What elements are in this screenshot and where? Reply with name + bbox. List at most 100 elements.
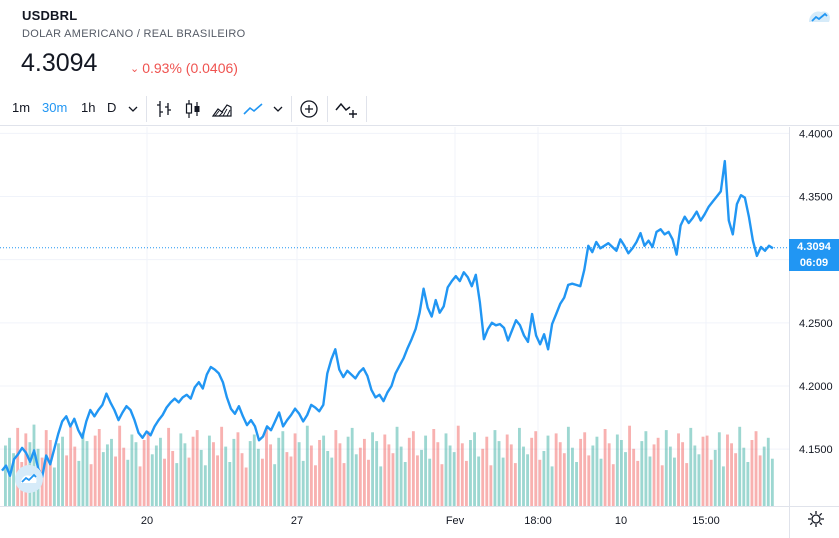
volume-bar (636, 460, 640, 506)
symbol-header: USDBRL DOLAR AMERICANO / REAL BRASILEIRO… (0, 0, 839, 92)
price-line (1, 159, 774, 479)
price-chart[interactable]: 4.40004.35004.30004.25004.20004.15002027… (0, 127, 839, 538)
volume-bar (619, 440, 623, 506)
volume-bar (758, 455, 762, 506)
volume-bar (448, 445, 452, 506)
tradingview-watermark-icon[interactable] (14, 464, 44, 494)
interval-d[interactable]: D (107, 100, 117, 115)
x-tick-label: 10 (615, 515, 627, 527)
volume-bar (277, 437, 281, 506)
volume-bar (721, 466, 725, 506)
volume-bar (248, 441, 252, 506)
volume-bar (236, 432, 240, 506)
volume-bar (485, 436, 489, 506)
volume-bar (709, 459, 713, 506)
volume-bar (595, 436, 599, 506)
volume-bar (358, 447, 362, 506)
volume-bar (207, 435, 211, 506)
volume-bar (526, 454, 530, 506)
settings-gear-icon[interactable] (806, 509, 826, 529)
interval-1h[interactable]: 1h (81, 100, 96, 115)
volume-bar (444, 433, 448, 506)
volume-bar (770, 458, 774, 506)
volume-bar (685, 463, 689, 506)
x-tick-label: 20 (141, 515, 153, 527)
symbol-name[interactable]: USDBRL (22, 8, 78, 23)
volume-bar (717, 432, 721, 506)
volume-bar (420, 449, 423, 506)
volume-bar (583, 432, 587, 506)
x-tick-label: 15:00 (692, 515, 720, 527)
volume-bar (599, 458, 603, 506)
volume-bar (81, 432, 85, 506)
toolbar-divider (146, 96, 147, 122)
volume-bar (179, 433, 183, 506)
volume-bar (97, 429, 101, 506)
volume-bar (530, 437, 534, 506)
volume-bar (65, 455, 69, 506)
volume-bar (122, 447, 126, 506)
volume-bar (114, 456, 117, 506)
x-tick-label: 27 (291, 515, 303, 527)
volume-bar (338, 443, 342, 506)
volume-bar (305, 425, 309, 506)
symbol-description: DOLAR AMERICANO / REAL BRASILEIRO (22, 28, 246, 40)
volume-bar (513, 463, 517, 506)
volume-bar (726, 434, 729, 506)
volume-bar (750, 440, 754, 506)
volume-bar (32, 424, 36, 506)
crosshair-icon[interactable] (298, 98, 320, 120)
volume-bar (673, 457, 676, 506)
y-tick-label: 4.2000 (799, 381, 833, 393)
volume-bar (497, 441, 501, 506)
volume-bar (134, 442, 138, 506)
volume-bar (562, 453, 566, 506)
volume-bar (57, 443, 60, 506)
volume-bar (632, 448, 636, 506)
line-icon[interactable] (242, 98, 264, 120)
volume-bar (591, 445, 595, 506)
chart-area[interactable]: 4.40004.35004.30004.25004.20004.15002027… (0, 127, 839, 538)
volume-bar (522, 446, 525, 506)
volume-bar (460, 443, 464, 506)
volume-bar (371, 432, 374, 506)
interval-30m[interactable]: 30m (42, 100, 68, 115)
tradingview-logo-icon[interactable] (805, 6, 833, 30)
interval-1m[interactable]: 1m (12, 100, 31, 115)
volume-bar (697, 454, 701, 506)
volume-bar (469, 440, 472, 506)
volume-bar (436, 442, 440, 506)
volume-bar (285, 452, 289, 506)
volume-bar (16, 427, 20, 506)
volume-bar (432, 429, 436, 506)
volume-bar (293, 433, 297, 506)
volume-bar (571, 447, 574, 506)
compare-icon[interactable] (334, 98, 360, 120)
toolbar-divider (291, 96, 292, 122)
volume-bar (85, 441, 89, 506)
area-icon[interactable] (211, 98, 233, 120)
volume-bar (705, 435, 709, 506)
volume-bar (44, 430, 48, 506)
volume-bar (130, 434, 134, 506)
chevron-down-icon[interactable] (125, 98, 141, 120)
chevron-down-icon[interactable] (270, 98, 286, 120)
volume-bar (387, 444, 391, 506)
volume-bar (579, 438, 583, 506)
volume-bar (656, 437, 660, 506)
volume-bar (183, 443, 187, 506)
volume-bar (464, 460, 468, 506)
volume-bar (489, 465, 493, 506)
volume-bar (342, 463, 346, 506)
y-tick-label: 4.3500 (799, 191, 833, 203)
volume-bar (428, 458, 432, 506)
volume-bar (542, 451, 546, 506)
volume-bar (742, 447, 746, 506)
candles-icon[interactable] (182, 98, 204, 120)
volume-bar (730, 443, 733, 506)
volume-bar (171, 451, 175, 506)
volume-bar (350, 427, 354, 506)
volume-bar (216, 455, 219, 506)
volume-bar (611, 464, 615, 506)
bars-icon[interactable] (153, 98, 175, 120)
